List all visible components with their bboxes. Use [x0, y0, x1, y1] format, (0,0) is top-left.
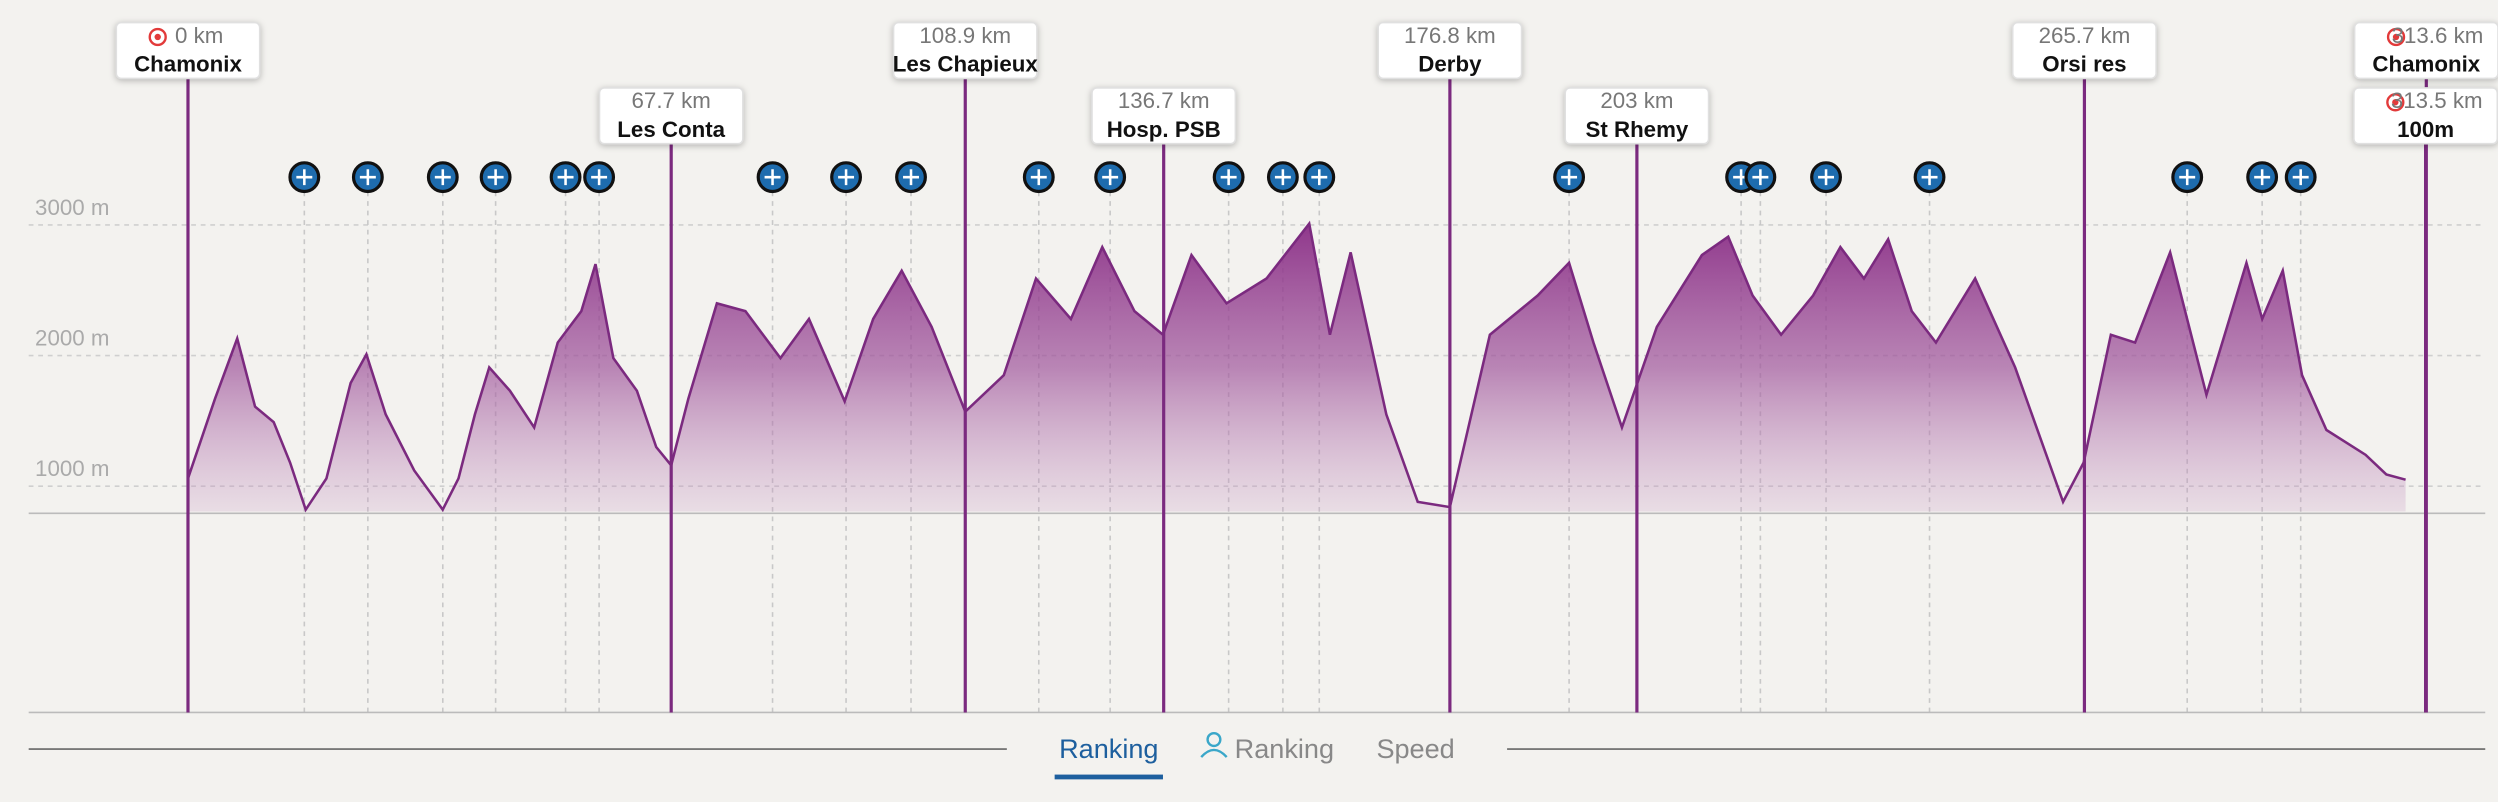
- aid-plus: [903, 169, 919, 186]
- checkpoint-km: 67.7 km: [632, 88, 711, 113]
- checkpoint-km: 203 km: [1600, 88, 1673, 113]
- aid-plus: [2254, 169, 2271, 186]
- tab-ranking[interactable]: Ranking: [1059, 733, 1158, 764]
- aid-plus: [359, 169, 376, 186]
- checkpoint-box: [2011, 21, 2157, 80]
- checkpoint-box: [598, 87, 744, 145]
- checkpoint-name: Les Conta: [617, 117, 725, 142]
- checkpoint-km: 108.9 km: [919, 23, 1011, 48]
- y-tick-label: 1000 m: [35, 456, 109, 481]
- aid-plus: [764, 169, 781, 186]
- tab-speed[interactable]: Speed: [1376, 733, 1454, 764]
- tab-ranking-2[interactable]: Ranking: [1235, 733, 1334, 764]
- aid-plus: [1561, 169, 1578, 186]
- aid-plus: [1752, 169, 1769, 186]
- y-tick-label: 2000 m: [35, 326, 109, 351]
- checkpoint-box: [1377, 21, 1523, 80]
- checkpoint-name: Hosp. PSB: [1107, 117, 1221, 142]
- checkpoint-name: St Rhemy: [1585, 117, 1688, 142]
- checkpoint-box: [1564, 87, 1710, 145]
- checkpoint-box: [115, 21, 261, 80]
- aid-plus: [1311, 169, 1328, 186]
- start-icon: [2386, 27, 2406, 47]
- aid-plus: [838, 169, 855, 186]
- profile: [186, 220, 2406, 513]
- profile-area: [187, 223, 2406, 512]
- tab-underline: [1054, 774, 1163, 780]
- checkpoint-box: [2353, 87, 2498, 145]
- aid-plus: [487, 169, 504, 186]
- checkpoint-km: 313.6 km: [2392, 23, 2484, 48]
- aid-plus: [434, 169, 451, 186]
- start-icon-dot: [2392, 99, 2399, 106]
- profile-line: [186, 220, 2406, 513]
- checkpoint-box: [2353, 21, 2498, 80]
- checkpoint-km: 136.7 km: [1118, 88, 1210, 113]
- checkpoint-name: Les Chapieux: [893, 52, 1039, 77]
- aid-plus: [591, 169, 608, 186]
- checkpoints: 0 km Chamonix 67.7 km Les Conta 108.9 km Les …: [115, 21, 2498, 713]
- aid-plus: [1818, 169, 1835, 186]
- start-icon-dot: [154, 33, 161, 41]
- aid-plus: [296, 169, 313, 186]
- aid-plus: [1102, 169, 1119, 186]
- aid-plus: [1220, 169, 1237, 186]
- checkpoint-name: 100m: [2397, 117, 2454, 142]
- start-icon: [148, 27, 167, 47]
- checkpoint-km: 0 km: [175, 23, 223, 48]
- start-icon: [2386, 93, 2405, 112]
- y-tick-label: 3000 m: [35, 195, 109, 220]
- start-icon-dot: [2392, 33, 2400, 41]
- checkpoint-name: Chamonix: [2372, 52, 2480, 77]
- tabs: Ranking Ranking Speed: [1054, 731, 1455, 780]
- checkpoint-name: Derby: [1418, 52, 1482, 77]
- aid-plus: [1030, 169, 1047, 186]
- aid-plus: [2179, 169, 2196, 186]
- checkpoint-km: 176.8 km: [1404, 23, 1496, 48]
- checkpoint-km: 313.5 km: [2391, 88, 2483, 113]
- checkpoint-km: 265.7 km: [2039, 23, 2131, 48]
- aid-plus: [557, 169, 574, 186]
- aid-plus: [1921, 169, 1938, 186]
- checkpoint-name: Orsi res: [2042, 52, 2126, 77]
- aid-plus: [1274, 169, 1291, 186]
- aid-plus: [2292, 169, 2309, 186]
- checkpoint-box: [1091, 87, 1237, 145]
- person-icon: [1200, 731, 1228, 758]
- checkpoint-name: Chamonix: [134, 52, 242, 77]
- checkpoint-box: [892, 21, 1038, 80]
